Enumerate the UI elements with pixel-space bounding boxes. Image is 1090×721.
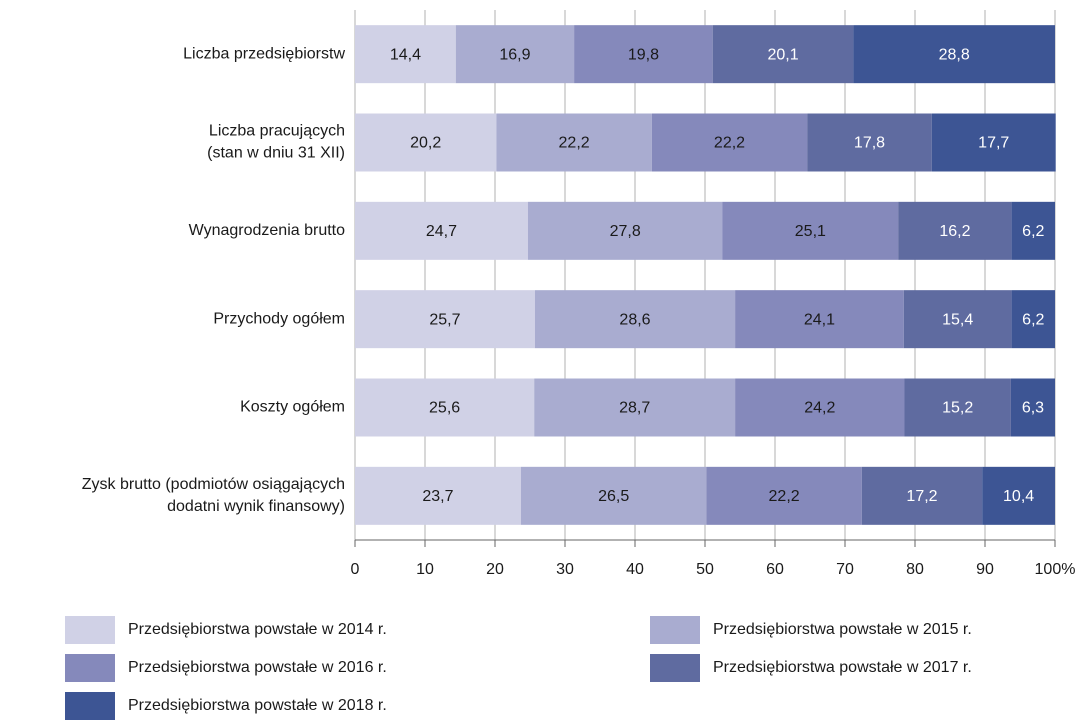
value-label: 28,7 [619, 400, 650, 417]
legend-label: Przedsiębiorstwa powstałe w 2017 r. [713, 659, 972, 676]
bar-segment [735, 378, 905, 437]
category-label: Liczba przedsiębiorstw [183, 45, 345, 62]
bar-segment [903, 290, 1012, 349]
x-tick-label: 0 [351, 561, 360, 578]
value-label: 22,2 [714, 135, 745, 152]
legend-swatch [650, 654, 700, 682]
value-label: 16,2 [939, 223, 970, 240]
value-label: 6,2 [1022, 223, 1044, 240]
x-tick-label: 100% [1035, 561, 1076, 578]
category-label: Koszty ogółem [240, 399, 345, 416]
category-label: Wynagrodzenia brutto [189, 222, 345, 239]
legend-swatch [65, 616, 115, 644]
x-tick-label: 70 [836, 561, 854, 578]
category-label: dodatni wynik finansowy) [167, 498, 345, 515]
category-label: Zysk brutto (podmiotów osiągających [82, 476, 345, 493]
bar-segment [722, 201, 899, 260]
value-label: 20,1 [767, 46, 798, 63]
legend-label: Przedsiębiorstwa powstałe w 2015 r. [713, 621, 972, 638]
category-label: Liczba pracujących [209, 123, 345, 140]
bar-segment [861, 466, 983, 525]
value-label: 28,6 [619, 311, 650, 328]
value-label: 15,4 [942, 311, 973, 328]
value-label: 28,8 [939, 46, 970, 63]
bar-segment [455, 25, 575, 84]
bar-segment [898, 201, 1012, 260]
value-label: 6,2 [1022, 311, 1044, 328]
bar-segment [1011, 201, 1055, 260]
bar-segment [574, 25, 713, 84]
value-label: 24,1 [804, 311, 835, 328]
bar-segment [355, 378, 535, 437]
bar-segment [520, 466, 707, 525]
value-label: 14,4 [390, 46, 421, 63]
bar-segment [735, 290, 904, 349]
bar-segment [1011, 290, 1055, 349]
bar-segment [931, 113, 1056, 172]
legend-label: Przedsiębiorstwa powstałe w 2014 r. [128, 621, 387, 638]
bar-segment [355, 201, 528, 260]
x-tick-label: 40 [626, 561, 644, 578]
value-label: 23,7 [422, 488, 453, 505]
bar-segment [355, 113, 497, 172]
bar-segment [712, 25, 854, 84]
value-label: 25,7 [429, 311, 460, 328]
bar-segment [355, 290, 535, 349]
x-tick-label: 60 [766, 561, 784, 578]
value-label: 19,8 [628, 46, 659, 63]
bar-segment [651, 113, 808, 172]
value-label: 24,2 [804, 400, 835, 417]
x-tick-label: 10 [416, 561, 434, 578]
value-label: 22,2 [559, 135, 590, 152]
value-label: 17,8 [854, 135, 885, 152]
value-label: 17,7 [978, 135, 1009, 152]
x-tick-label: 20 [486, 561, 504, 578]
legend-label: Przedsiębiorstwa powstałe w 2018 r. [128, 697, 387, 714]
value-label: 16,9 [499, 46, 530, 63]
x-tick-label: 30 [556, 561, 574, 578]
value-label: 26,5 [598, 488, 629, 505]
legend-label: Przedsiębiorstwa powstałe w 2016 r. [128, 659, 387, 676]
bar-segment [534, 378, 736, 437]
value-label: 25,6 [429, 400, 460, 417]
bar-segment [355, 25, 456, 84]
bar-segment [496, 113, 652, 172]
value-label: 17,2 [906, 488, 937, 505]
bar-segment [982, 466, 1055, 525]
value-label: 10,4 [1003, 488, 1034, 505]
legend-swatch [650, 616, 700, 644]
value-label: 25,1 [795, 223, 826, 240]
value-label: 20,2 [410, 135, 441, 152]
bar-segment [807, 113, 932, 172]
value-label: 24,7 [426, 223, 457, 240]
bar-segment [853, 25, 1055, 84]
bar-segment [904, 378, 1011, 437]
category-label: Przychody ogółem [213, 310, 345, 327]
category-label: (stan w dniu 31 XII) [207, 145, 345, 162]
bar-segment [534, 290, 736, 349]
value-label: 6,3 [1022, 400, 1044, 417]
legend-swatch [65, 692, 115, 720]
bar-segment [706, 466, 862, 525]
value-label: 15,2 [942, 400, 973, 417]
x-tick-label: 90 [976, 561, 994, 578]
bar-segment [1010, 378, 1055, 437]
x-tick-label: 50 [696, 561, 714, 578]
bar-segment [527, 201, 723, 260]
legend-swatch [65, 654, 115, 682]
bar-segment [355, 466, 521, 525]
value-label: 27,8 [610, 223, 641, 240]
value-label: 22,2 [769, 488, 800, 505]
x-tick-label: 80 [906, 561, 924, 578]
